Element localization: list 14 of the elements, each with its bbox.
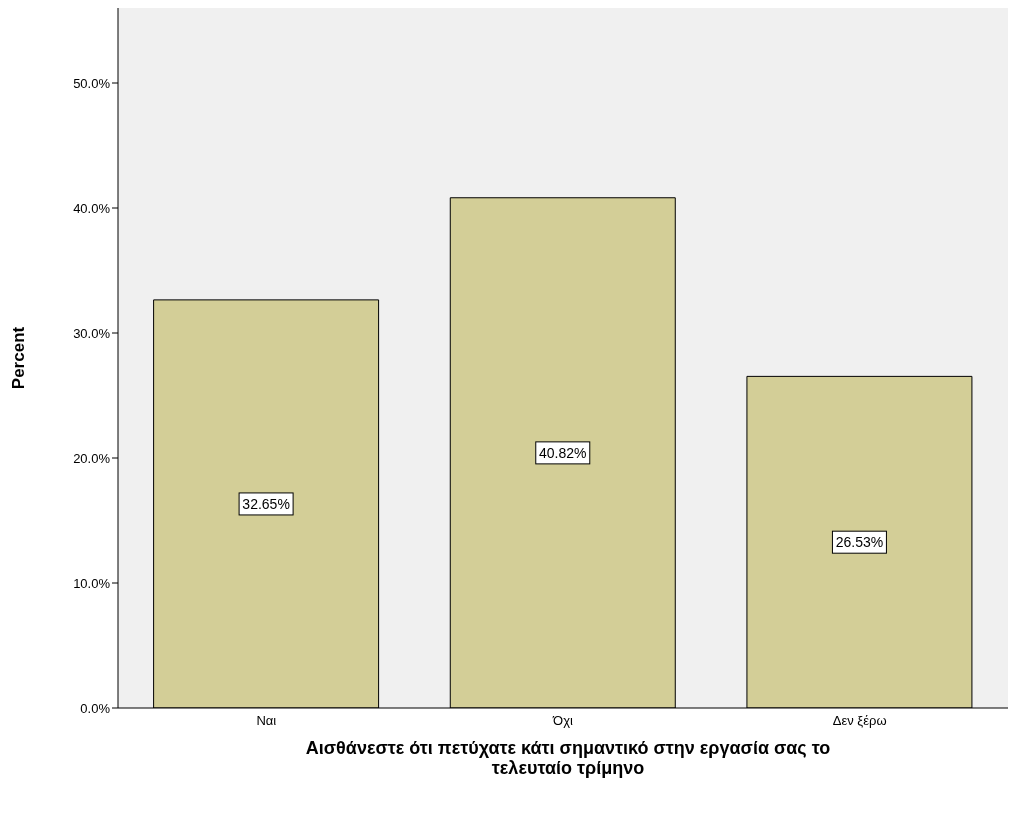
data-label: 40.82%: [539, 444, 587, 461]
x-tick-label: Ναι: [256, 713, 277, 729]
y-tick-label: 10.0%: [73, 575, 111, 591]
y-axis-title: Percent: [9, 326, 29, 390]
y-tick-label: 0.0%: [80, 700, 111, 716]
data-label: 32.65%: [242, 495, 290, 512]
x-axis-title: Αισθάνεστε ότι πετύχατε κάτι σημαντικό στην εργασία σας το τελευταίο τρίμηνο: [304, 738, 832, 778]
data-label: 26.53%: [835, 534, 884, 551]
y-tick-label: 40.0%: [73, 200, 111, 216]
y-tick-label: 30.0%: [73, 325, 111, 341]
y-tick-label: 20.0%: [73, 450, 111, 466]
x-tick-label: Δεν ξέρω: [832, 713, 887, 729]
x-tick-label: Όχι: [552, 713, 573, 729]
y-tick-label: 50.0%: [73, 75, 111, 91]
